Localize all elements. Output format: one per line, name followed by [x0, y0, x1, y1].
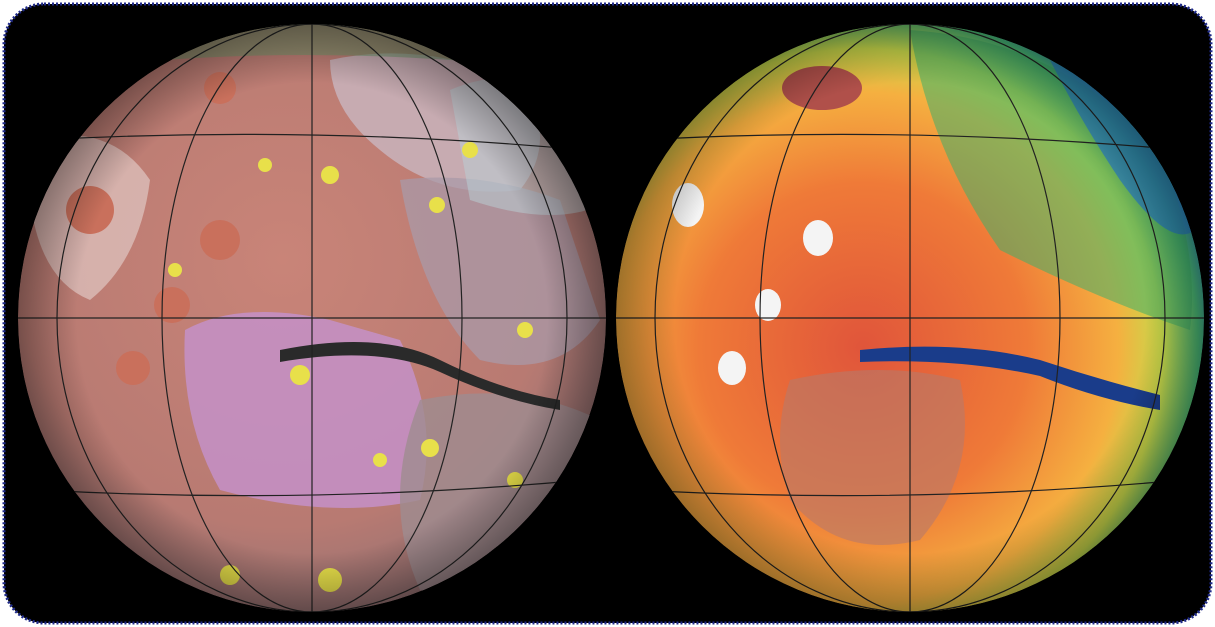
limb-shade: [616, 24, 1204, 612]
topographic-globe: [616, 24, 1204, 612]
limb-shade: [18, 24, 606, 612]
